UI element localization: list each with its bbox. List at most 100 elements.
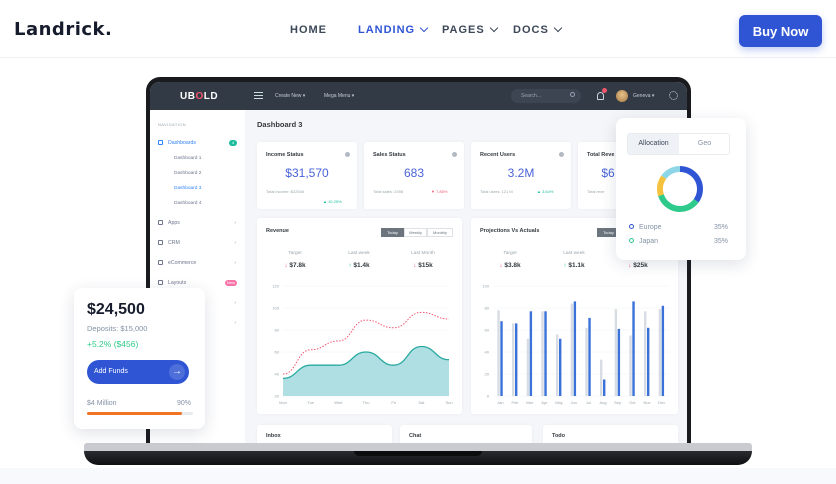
legend-item-europe: Europe: [629, 224, 662, 231]
y-tick-label: 120: [272, 284, 279, 289]
laptop-base-top: [84, 443, 752, 452]
buy-now-button[interactable]: Buy Now: [739, 15, 822, 47]
bar: [526, 338, 530, 396]
sidebar-item-apps[interactable]: Apps: [158, 220, 180, 226]
menu-icon[interactable]: [254, 92, 263, 99]
bar: [512, 323, 515, 396]
arrow-up-icon: ↑: [348, 262, 354, 269]
sidebar-sub-dashboard-2[interactable]: Dashboard 2: [174, 171, 202, 176]
bar: [632, 301, 635, 396]
bell-icon[interactable]: [597, 92, 604, 100]
x-tick-label: Jul: [586, 400, 591, 405]
x-tick-label: Aug: [599, 400, 606, 405]
card-foot: Total sales: 2398: [373, 189, 404, 194]
chevron-right-icon: ›: [234, 300, 236, 306]
donut-slice: [658, 194, 699, 212]
funds-card: $24,500 Deposits: $15,000 +5.2% ($456) A…: [74, 288, 205, 429]
info-icon[interactable]: [559, 152, 564, 157]
summary-value-text: $1.1k: [568, 262, 585, 269]
tab-allocation[interactable]: Allocation: [628, 134, 679, 154]
x-tick-label: Oct: [629, 400, 636, 405]
y-tick-label: 60: [275, 350, 280, 355]
sidebar-item-layouts[interactable]: Layouts: [158, 280, 186, 286]
segment-weekly[interactable]: Weekly: [404, 228, 427, 237]
tab-geo[interactable]: Geo: [697, 140, 712, 147]
create-new-menu[interactable]: Create New ▾: [275, 93, 306, 99]
card-title: Todo: [552, 433, 566, 439]
arrow-down-icon: ↓: [499, 262, 505, 269]
app-search-input[interactable]: Search...: [511, 89, 581, 103]
section-divider: [0, 468, 836, 484]
page-title: Dashboard 3: [257, 120, 303, 129]
y-tick-label: 20: [275, 394, 280, 399]
bar: [570, 303, 574, 396]
chevron-right-icon: ›: [234, 320, 236, 326]
x-tick-label: Wed: [334, 400, 342, 405]
user-menu[interactable]: Geneva ▾: [633, 93, 655, 99]
legend-percent: 35%: [714, 238, 729, 245]
sidebar-item-label: Apps: [168, 220, 180, 226]
info-icon[interactable]: [345, 152, 350, 157]
nav-home[interactable]: HOME: [290, 24, 327, 36]
stat-card-sales: Sales Status 683 Total sales: 2398 ▼ 7.8…: [364, 142, 464, 209]
card-foot: Total income: $22506: [266, 189, 305, 194]
nav-pages[interactable]: PAGES: [442, 23, 498, 36]
x-tick-label: Mar: [526, 400, 534, 405]
chevron-right-icon: ›: [234, 240, 236, 246]
bar: [529, 311, 533, 396]
y-tick-label: 20: [485, 372, 490, 377]
funds-deposits: Deposits: $15,000: [87, 324, 148, 333]
app-topbar: UBOLD Create New ▾ Mega Menu ▾ Search...…: [150, 82, 687, 110]
x-tick-label: May: [555, 400, 563, 405]
sidebar-item-ecommerce[interactable]: eCommerce: [158, 260, 196, 266]
gear-icon[interactable]: [669, 91, 678, 100]
legend-item-japan: Japan: [629, 238, 658, 245]
arrow-right-icon: →: [169, 364, 185, 380]
nav-landing[interactable]: LANDING: [358, 23, 429, 36]
brand-logo[interactable]: Landrick.: [14, 19, 113, 40]
summary-value: ↓ $7.8k: [275, 262, 315, 269]
add-funds-label: Add Funds: [94, 368, 128, 375]
avatar[interactable]: [616, 90, 628, 102]
app-logo[interactable]: UBOLD: [180, 91, 218, 102]
summary-value: ↓ $25k: [618, 262, 658, 269]
inbox-card: Inbox: [257, 425, 392, 443]
nav-docs[interactable]: DOCS: [513, 23, 563, 36]
card-title: Inbox: [266, 433, 281, 439]
summary-label: Target: [288, 251, 302, 256]
sidebar-sub-dashboard-3[interactable]: Dashboard 3: [174, 186, 202, 191]
card-title: Income Status: [266, 152, 304, 158]
sidebar-item-dashboards[interactable]: Dashboards: [158, 140, 196, 146]
sidebar-sub-dashboard-4[interactable]: Dashboard 4: [174, 201, 202, 206]
segment-monthly[interactable]: Monthly: [427, 228, 453, 237]
card-title: Sales Status: [373, 152, 406, 158]
summary-label: Last week: [563, 251, 585, 256]
goal-label: $4 Million: [87, 400, 117, 407]
x-tick-label: Sat: [418, 400, 425, 405]
revenue-dashed-line: [282, 311, 450, 375]
todo-card: Todo: [543, 425, 678, 443]
legend-label: Japan: [639, 238, 659, 245]
info-icon[interactable]: [452, 152, 457, 157]
mega-menu[interactable]: Mega Menu ▾: [324, 93, 355, 99]
layout-icon: [158, 280, 163, 286]
goal-percent: 90%: [177, 400, 192, 407]
summary-label: Last Month: [411, 251, 435, 256]
segment-today[interactable]: Today: [381, 228, 404, 237]
bar: [544, 311, 547, 396]
y-tick-label: 100: [482, 284, 489, 289]
site-navbar: Landrick. HOME LANDING PAGES DOCS Buy No…: [0, 0, 836, 58]
x-tick-label: Nov: [643, 400, 650, 405]
bar: [617, 328, 621, 396]
sidebar-sub-dashboard-1[interactable]: Dashboard 1: [174, 156, 202, 161]
summary-value-text: $7.8k: [289, 262, 306, 269]
add-funds-button[interactable]: Add Funds →: [87, 360, 189, 384]
search-icon: [570, 92, 575, 97]
card-foot: Total users: 121 M: [480, 189, 513, 194]
users-icon: [158, 240, 163, 246]
legend-label: Europe: [639, 224, 662, 231]
bar: [614, 309, 618, 396]
sidebar-item-crm[interactable]: CRM: [158, 240, 180, 246]
card-title: Chat: [409, 433, 422, 439]
notification-badge: [602, 88, 607, 93]
